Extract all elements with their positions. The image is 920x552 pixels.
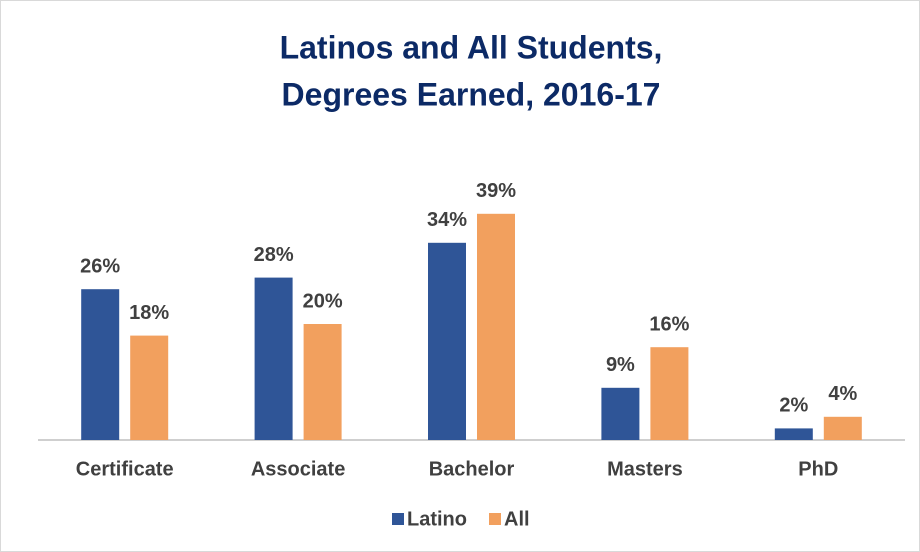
x-tick-label: Associate xyxy=(251,458,346,480)
x-tick-label: Certificate xyxy=(76,458,174,480)
data-label: 26% xyxy=(80,255,120,277)
x-tick-label: PhD xyxy=(798,458,838,480)
bar xyxy=(254,277,293,440)
bar xyxy=(303,324,342,440)
data-label: 16% xyxy=(649,313,689,335)
legend-label: All xyxy=(504,508,530,530)
data-label: 20% xyxy=(303,290,343,312)
bar xyxy=(130,335,169,440)
chart-title: Degrees Earned, 2016-17 xyxy=(282,76,661,112)
bar xyxy=(601,387,640,440)
data-label: 28% xyxy=(254,244,294,266)
data-label: 34% xyxy=(427,209,467,231)
chart-title: Latinos and All Students, xyxy=(280,29,663,65)
bar xyxy=(774,428,813,440)
data-label: 39% xyxy=(476,180,516,202)
bar xyxy=(81,289,120,440)
legend-swatch xyxy=(489,513,501,525)
bar xyxy=(650,347,689,440)
data-label: 18% xyxy=(129,302,169,324)
x-tick-label: Bachelor xyxy=(429,458,515,480)
bar xyxy=(477,213,515,440)
data-label: 2% xyxy=(779,395,808,417)
bar xyxy=(823,416,862,440)
data-label: 4% xyxy=(828,383,857,405)
data-label: 9% xyxy=(606,354,635,376)
x-tick-label: Masters xyxy=(607,458,683,480)
legend-label: Latino xyxy=(407,508,467,530)
legend-swatch xyxy=(392,513,404,525)
bar xyxy=(428,242,466,440)
